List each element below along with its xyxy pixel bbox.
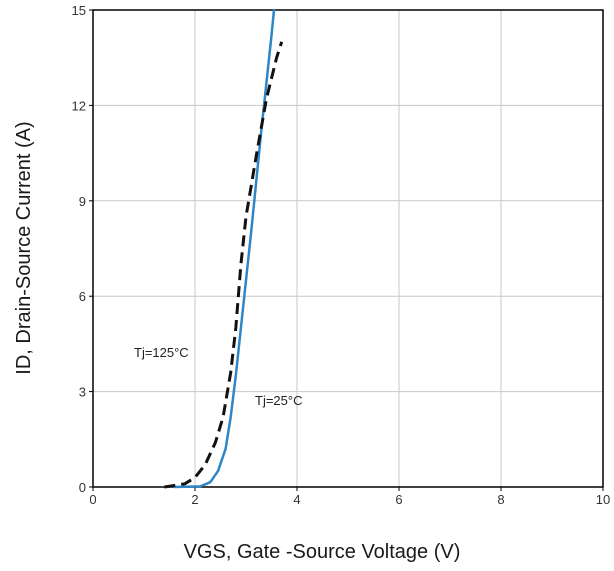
grid-lines	[93, 10, 603, 487]
series-label-1: Tj=125°C	[134, 345, 189, 360]
x-tick-label: 0	[89, 492, 96, 507]
series-group	[164, 8, 284, 489]
y-tick-label: 12	[72, 98, 86, 113]
y-axis-title: ID, Drain-Source Current (A)	[13, 121, 35, 374]
y-tick-label: 3	[79, 385, 86, 400]
y-tick-label: 15	[72, 3, 86, 18]
y-tick-label: 6	[79, 289, 86, 304]
y-axis-ticks: 0 3 6 9 12 15	[72, 3, 93, 495]
plot-area-frame	[92, 9, 604, 488]
x-axis-ticks: 0 2 4 6 8 10	[89, 487, 610, 507]
series-line-0	[173, 8, 276, 489]
series-label-0: Tj=25°C	[255, 393, 302, 408]
y-tick-label: 0	[79, 480, 86, 495]
x-tick-label: 4	[293, 492, 300, 507]
series-labels: Tj=25°C Tj=125°C	[134, 345, 302, 408]
x-tick-label: 6	[395, 492, 402, 507]
x-tick-label: 2	[191, 492, 198, 507]
y-tick-label: 9	[79, 194, 86, 209]
x-axis-title: VGS, Gate -Source Voltage (V)	[184, 541, 461, 563]
x-tick-label: 8	[497, 492, 504, 507]
series-line-1	[164, 41, 284, 489]
x-tick-label: 10	[596, 492, 610, 507]
